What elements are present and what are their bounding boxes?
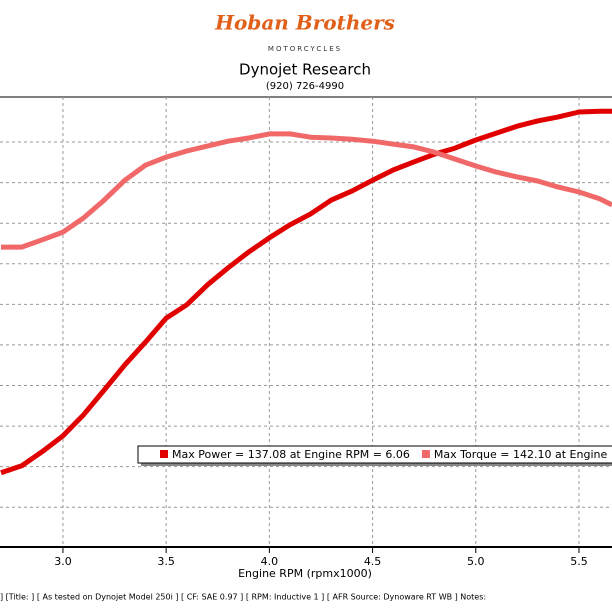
logo-subtitle: MOTORCYCLES — [268, 45, 342, 53]
x-tick-label: 4.5 — [364, 555, 382, 568]
series-line — [0, 108, 612, 476]
chart-title: Dynojet Research — [239, 61, 371, 79]
series-line — [1, 131, 612, 250]
x-tick-label: 3.5 — [157, 555, 175, 568]
x-tick-label: 3.0 — [54, 555, 72, 568]
x-tick-label: 4.0 — [261, 555, 279, 568]
legend-label: Max Torque = 142.10 at Engine — [434, 448, 608, 461]
x-tick-label: 5.0 — [467, 555, 485, 568]
logo: Hoban Brothers — [214, 11, 395, 35]
legend-box — [137, 445, 612, 464]
footer: ] [Title: ] [ As tested on Dynojet Model… — [0, 593, 486, 602]
x-axis-label: Engine RPM (rpmx1000) — [238, 567, 372, 580]
legend-swatch — [421, 450, 430, 458]
chart-subtitle: (920) 726-4990 — [266, 81, 344, 92]
legend-swatch — [160, 450, 168, 458]
legend-label: Max Power = 137.08 at Engine RPM = 6.06 — [172, 448, 410, 461]
x-tick-label: 5.5 — [570, 555, 588, 568]
